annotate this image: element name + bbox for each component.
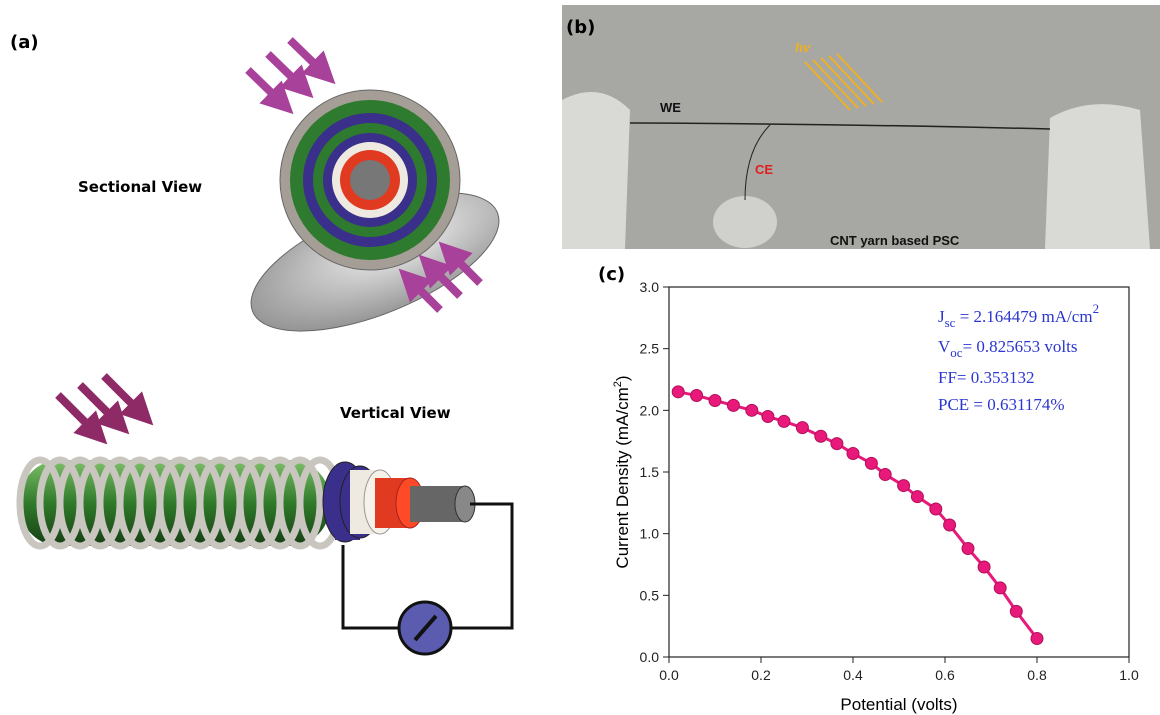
data-point <box>815 430 827 442</box>
data-point <box>1031 633 1043 645</box>
series-line <box>678 392 1037 639</box>
x-tick-label: 0.8 <box>1027 667 1047 683</box>
x-tick-label: 0.6 <box>935 667 955 683</box>
y-axis-label: Current Density (mA/cm2) <box>612 375 632 568</box>
photo-label: CE <box>755 162 773 177</box>
photo-label: WE <box>660 100 681 115</box>
photo-label: hv <box>795 40 811 55</box>
y-axis-label-text: ) <box>613 375 632 381</box>
data-point <box>930 503 942 515</box>
x-tick-label: 0.4 <box>843 667 863 683</box>
y-tick-label: 2.5 <box>640 341 660 357</box>
view-label: Sectional View <box>78 178 202 196</box>
annotation-text: = 2.164479 mA/cm <box>955 307 1092 326</box>
data-point <box>709 394 721 406</box>
y-tick-label: 0.0 <box>640 649 660 665</box>
x-axis-label: Potential (volts) <box>840 695 957 714</box>
panel-a: (a) Sectional View Vertical View <box>10 32 517 654</box>
y-axis-label-text: Current Density (mA/cm <box>613 387 632 568</box>
y-tick-label: 0.5 <box>640 587 660 603</box>
data-point <box>911 491 923 503</box>
wire <box>343 545 398 628</box>
core <box>350 160 390 200</box>
data-point <box>962 542 974 554</box>
annotation-text: V <box>938 337 951 356</box>
x-tick-label: 0.0 <box>659 667 679 683</box>
annotation: FF= 0.353132 <box>938 368 1035 387</box>
wire <box>452 504 512 628</box>
electrode <box>562 92 630 249</box>
annotation-sub: sc <box>945 315 956 330</box>
x-tick-label: 1.0 <box>1119 667 1139 683</box>
data-point <box>796 422 808 434</box>
data-point <box>746 404 758 416</box>
annotation-sup: 2 <box>1093 301 1100 316</box>
data-point <box>762 411 774 423</box>
data-point <box>978 561 990 573</box>
annotation: Voc= 0.825653 volts <box>938 337 1077 360</box>
data-point <box>898 480 910 492</box>
light-arrows <box>58 376 142 433</box>
panel-label: (c) <box>598 264 625 285</box>
annotation: Jsc = 2.164479 mA/cm2 <box>938 301 1099 330</box>
panel-label: (b) <box>566 17 595 38</box>
view-label: Vertical View <box>340 404 451 422</box>
fiber <box>20 460 475 546</box>
y-tick-label: 1.5 <box>640 464 660 480</box>
electrode <box>713 196 777 248</box>
data-point <box>672 386 684 398</box>
data-point <box>879 468 891 480</box>
x-tick-label: 0.2 <box>751 667 771 683</box>
panel-c: (c) Potential (volts) Current Density (m… <box>598 264 1139 714</box>
y-tick-label: 2.0 <box>640 402 660 418</box>
data-point <box>1010 605 1022 617</box>
data-point <box>994 582 1006 594</box>
panel-b: (b) hv WE CE CNT yarn based PSC <box>562 5 1160 249</box>
data-point <box>847 448 859 460</box>
data-point <box>831 438 843 450</box>
data-point <box>691 390 703 402</box>
data-point <box>944 519 956 531</box>
y-tick-label: 1.0 <box>640 526 660 542</box>
annotation: PCE = 0.631174% <box>938 395 1065 414</box>
photo-caption: CNT yarn based PSC <box>830 233 960 248</box>
figure: (a) Sectional View Vertical View <box>0 0 1160 715</box>
electrode <box>1045 104 1150 249</box>
data-point <box>865 457 877 469</box>
annotation-sub: oc <box>950 345 963 360</box>
y-tick-label: 3.0 <box>640 279 660 295</box>
data-point <box>778 415 790 427</box>
panel-label: (a) <box>10 32 39 53</box>
data-point <box>727 399 739 411</box>
annotation-text: = 0.825653 volts <box>963 337 1078 356</box>
